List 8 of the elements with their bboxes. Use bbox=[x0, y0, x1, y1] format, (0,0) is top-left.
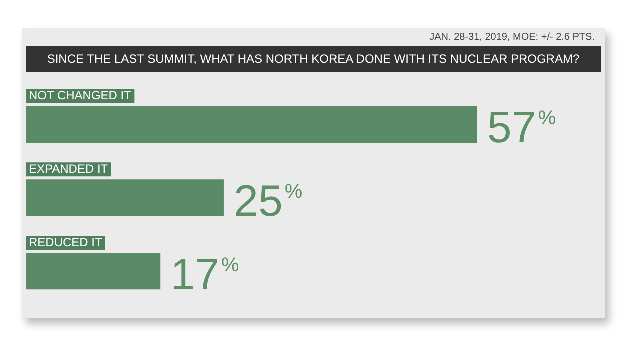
data-label: 25% bbox=[234, 177, 303, 226]
data-label: 17% bbox=[170, 250, 240, 300]
y-tick-label: NOT CHANGED IT bbox=[29, 88, 132, 103]
text: JAN. 28-31, 2019, MOE: +/- 2.6 PTS. bbox=[430, 32, 595, 43]
y-tick-label: REDUCED IT bbox=[29, 235, 104, 250]
data-label: 57% bbox=[487, 104, 556, 153]
chart-title: SINCE THE LAST SUMMIT, WHAT HAS NORTH KOREA DONE WITH ITS NUCLEAR PROGRAM? bbox=[26, 46, 601, 72]
y-tick-label: EXPANDED IT bbox=[29, 162, 109, 176]
